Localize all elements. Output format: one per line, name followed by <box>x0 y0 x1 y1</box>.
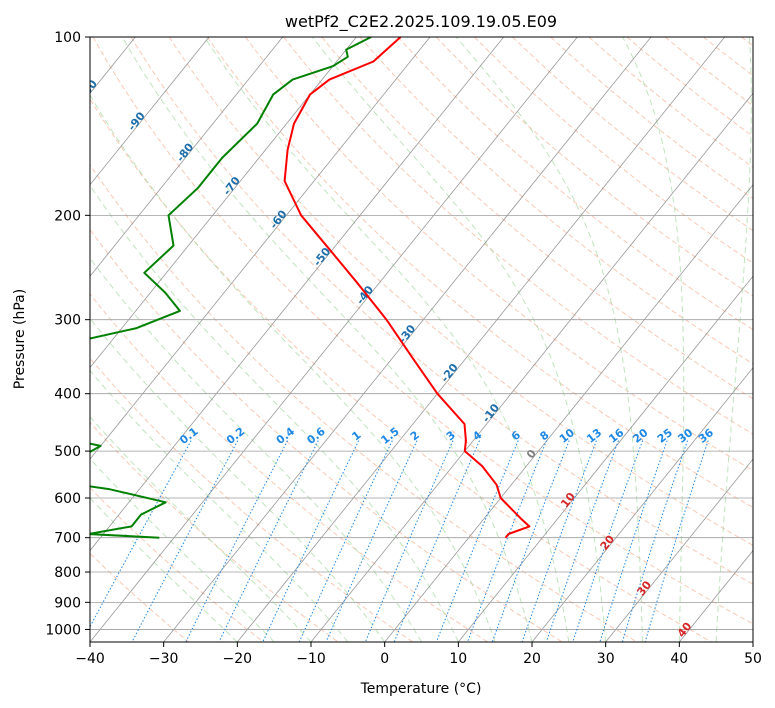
isotherm-line <box>605 458 753 642</box>
x-tick-label: −20 <box>223 651 253 667</box>
mixing-ratio-line <box>521 440 597 642</box>
x-tick-label: −40 <box>75 651 105 667</box>
mixing-ratio-line <box>621 440 688 642</box>
x-tick-label: 40 <box>670 651 688 667</box>
x-tick-label: 20 <box>523 651 541 667</box>
temperature-profile-line <box>283 37 531 539</box>
moist-adiabat-line <box>455 37 643 642</box>
axis-ticks: −40 −30 −20 −10 0 10 20 30 40 50 100 200 300 400 500 60… <box>45 30 762 667</box>
isotherm-line <box>237 37 726 642</box>
moist-adiabat-line <box>90 317 386 642</box>
x-tick-label: 0 <box>380 651 389 667</box>
y-axis-title: Pressure (hPa) <box>12 289 28 389</box>
moist-adiabat-line <box>203 37 570 642</box>
dry-adiabat-line <box>92 37 753 625</box>
mixing-ratio-line <box>491 440 570 642</box>
mixing-ratio-line <box>435 440 519 642</box>
y-tick-label: 600 <box>54 491 81 507</box>
moist-adiabat-line <box>90 94 496 642</box>
dry-adiabat-line <box>130 37 753 585</box>
moist-adiabat-line <box>121 37 533 642</box>
dry-adiabat-line <box>90 421 339 642</box>
moist-adiabat-line <box>90 497 238 642</box>
moist-adiabat-line <box>715 37 752 642</box>
moist-adiabat-line <box>90 369 349 642</box>
mixing-ratio-line <box>90 440 192 628</box>
mixing-ratio-line <box>218 440 319 642</box>
dry-adiabat-line <box>283 37 753 435</box>
y-tick-label: 500 <box>54 444 81 460</box>
moist-adiabat-line <box>90 458 275 642</box>
isotherm-line <box>384 184 753 642</box>
dry-adiabat-line <box>90 228 563 642</box>
dry-adiabat-line <box>321 37 753 400</box>
x-tick-label: −30 <box>149 651 179 667</box>
isotherm-line <box>531 367 753 642</box>
mixing-ratio-line <box>644 440 709 642</box>
mixing-ratio-line <box>572 440 644 642</box>
dry-adiabat-line <box>245 37 753 472</box>
mixing-ratio-line <box>599 440 668 642</box>
mixing-ratio-line <box>393 440 480 642</box>
mixing-ratio-line <box>364 440 454 642</box>
y-tick-label: 200 <box>54 208 81 224</box>
y-tick-label: 400 <box>54 387 81 403</box>
plot-area <box>90 37 753 642</box>
x-tick-label: −10 <box>296 651 326 667</box>
y-tick-label: 1000 <box>45 622 81 638</box>
mixing-ratio-line <box>131 440 239 642</box>
isotherm-line <box>458 275 753 642</box>
y-tick-label: 100 <box>54 30 81 46</box>
isotherm-line <box>310 92 753 642</box>
y-tick-label: 700 <box>54 531 81 547</box>
dewpoint-profile-line <box>90 37 372 539</box>
x-tick-label: 10 <box>449 651 467 667</box>
isotherm-line <box>90 37 284 277</box>
sounding-profiles <box>90 37 531 539</box>
isotherm-line <box>90 37 505 552</box>
y-tick-label: 800 <box>54 565 81 581</box>
isotherm-line <box>90 37 357 369</box>
background-lines <box>90 37 753 642</box>
moist-adiabat-line <box>311 37 607 642</box>
plot-frame <box>89 36 754 643</box>
dry-adiabat-line <box>206 37 753 509</box>
moist-adiabat-line <box>622 37 685 642</box>
mixing-ratio-line <box>262 440 360 642</box>
isotherm-line <box>163 37 652 642</box>
y-tick-label: 300 <box>54 313 81 329</box>
isotherm-line <box>90 37 431 460</box>
dry-adiabat-line <box>90 552 190 642</box>
y-tick-label: 900 <box>54 595 81 611</box>
chart-title: wetPf2_C2E2.2025.109.19.05.E09 <box>285 12 557 32</box>
dry-adiabat-line <box>90 293 488 642</box>
x-tick-label: 50 <box>744 651 762 667</box>
x-tick-label: 30 <box>597 651 615 667</box>
mixing-ratio-line <box>545 440 619 642</box>
mixing-ratio-line <box>467 440 548 642</box>
isotherm-line <box>90 37 578 642</box>
isotherm-line <box>90 37 210 186</box>
x-axis-title: Temperature (°C) <box>360 681 482 697</box>
